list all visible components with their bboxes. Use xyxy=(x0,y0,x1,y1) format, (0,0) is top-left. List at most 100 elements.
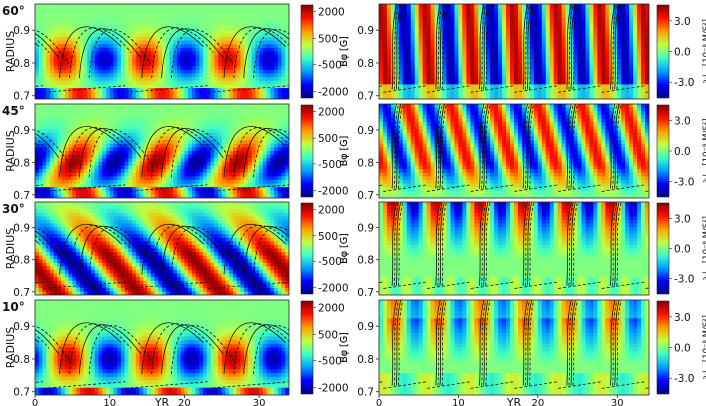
left-panel-4-colorbar-tick-label: 2000 xyxy=(318,303,345,315)
left-panel-2-colorbar-tick-label: -500 xyxy=(318,159,342,171)
right-panel-3-colorbar-label: ∂ₜLᵩ [10⁻⁸ M/S²] xyxy=(702,216,706,281)
right-panel-1-frame xyxy=(378,3,650,100)
left-panel-4-contours xyxy=(35,322,289,389)
right-panel-4-xtick-label: 30 xyxy=(611,398,624,406)
left-panel-3: 0.9 0.8 0.7 RADIUS 30° 2000 500 -500 -2000 Bφ [G] xyxy=(2,201,350,299)
left-panel-1-colorbar: 2000 500 -500 -2000 Bφ [G] xyxy=(300,4,350,99)
left-panel-4-colorbar-bar xyxy=(300,300,314,395)
left-panel-1-colorbar-label: Bφ [G] xyxy=(339,36,350,67)
left-panel-1-latitude-label: 60° xyxy=(2,4,25,18)
right-panel-4-xtick-label: 0 xyxy=(376,398,382,406)
right-panel-1-colorbar-label: ∂ₜLᵩ [10⁻⁸ M/S²] xyxy=(702,19,706,84)
left-panel-2-colorbar-tick-label: 500 xyxy=(318,133,338,145)
right-panel-2: 0.9 0.8 0.7 Bφ [G] 3.0 0.0 -3.0 ∂ₜLᵩ [10⁻⁸ M/S²… xyxy=(339,103,706,202)
right-panel-3-colorbar-tick-label: -3.0 xyxy=(674,274,695,286)
left-panel-1-frame xyxy=(34,3,290,100)
right-panel-3-ytick-label: 0.8 xyxy=(357,255,374,267)
left-panel-2-ytick-label: 0.8 xyxy=(13,157,30,169)
left-panel-3-colorbar-tick-label: -2000 xyxy=(318,283,349,295)
left-panel-1-colorbar-bar xyxy=(300,4,314,99)
right-panel-3-colorbar-tick-label: 0.0 xyxy=(674,244,691,256)
left-panel-2-plot-area xyxy=(35,104,289,198)
right-panel-2-colorbar-label: ∂ₜLᵩ [10⁻⁸ M/S²] xyxy=(702,119,706,184)
left-panel-4-xtick-label: 10 xyxy=(103,398,116,406)
left-panel-4-xtick-label: 30 xyxy=(253,398,266,406)
left-panel-3-colorbar-label: Bφ [G] xyxy=(339,233,350,264)
left-panel-2-colorbar: 2000 500 -500 -2000 Bφ [G] xyxy=(300,104,350,198)
left-panel-4-ylabel: RADIUS xyxy=(4,327,17,368)
right-panel-2-contours xyxy=(379,104,649,192)
right-panel-4-colorbar-tick-label: 0.0 xyxy=(674,343,691,355)
left-panel-3-plot-area xyxy=(35,202,289,295)
left-panel-3-colorbar-tick-label: -500 xyxy=(318,256,342,268)
left-panel-4-xtick-label: 20 xyxy=(178,398,191,406)
right-panel-3-frame xyxy=(378,201,650,296)
right-panel-1-colorbar-tick-label: 0.0 xyxy=(674,47,691,59)
right-panel-3-plot-area xyxy=(379,202,649,295)
left-panel-4-frame xyxy=(34,299,290,396)
left-panel-4: 0.9 0.8 0.7 RADIUS 10° 0 10 20 30 YR 2000 500 -500 -2… xyxy=(2,299,350,406)
right-panel-4-colorbar-label: ∂ₜLᵩ [10⁻⁸ M/S²] xyxy=(702,315,706,380)
left-panel-3-ytick-label: 0.7 xyxy=(13,287,30,299)
right-panel-2-colorbar-tick-label: 0.0 xyxy=(674,146,691,158)
left-panel-1-colorbar-tick-label: -2000 xyxy=(318,86,349,98)
left-panel-4-ytick-label: 0.8 xyxy=(13,354,30,366)
left-panel-1-ytick-label: 0.8 xyxy=(13,58,30,70)
right-panel-1-ytick-label: 0.8 xyxy=(357,58,374,70)
left-panel-1-colorbar-tick-label: -500 xyxy=(318,60,342,72)
left-panel-4-colorbar-tick-label: -500 xyxy=(318,356,342,368)
right-panel-2-colorbar-tick-label: 3.0 xyxy=(674,116,691,128)
left-panel-3-colorbar-bar xyxy=(300,202,314,295)
left-panel-3-latitude-label: 30° xyxy=(2,202,25,216)
right-panel-4-ytick-label: 0.8 xyxy=(357,354,374,366)
right-panel-2-colorbar: 3.0 0.0 -3.0 ∂ₜLᵩ [10⁻⁸ M/S²] xyxy=(656,104,706,198)
right-panel-4-ytick-label: 0.9 xyxy=(357,321,374,333)
left-panel-3-colorbar-tick-label: 500 xyxy=(318,231,338,243)
right-panel-1-contours xyxy=(379,4,649,93)
left-panel-2-colorbar-tick-label: -2000 xyxy=(318,186,349,198)
right-panel-4-xlabel: YR xyxy=(506,396,522,406)
right-panel-4-xtick-label: 10 xyxy=(452,398,465,406)
right-panel-4-ylabel: Bφ [G] xyxy=(339,332,350,363)
left-panel-2: 0.9 0.8 0.7 RADIUS 45° 2000 500 -500 -2000 Bφ [G] xyxy=(2,103,350,202)
left-panel-3-contours xyxy=(35,223,289,289)
left-panel-2-contours xyxy=(35,126,289,192)
left-panel-3-ytick-label: 0.8 xyxy=(13,255,30,267)
left-panel-1-colorbar-tick-label: 2000 xyxy=(318,7,345,19)
left-panel-1-colorbar-tick-label: 500 xyxy=(318,33,338,45)
right-panel-2-ytick-label: 0.8 xyxy=(357,157,374,169)
left-panel-3-colorbar-tick-label: 2000 xyxy=(318,204,345,216)
right-panel-4-plot-area xyxy=(379,300,649,395)
left-panel-1-ytick-label: 0.9 xyxy=(13,25,30,37)
right-panel-1-colorbar-tick-label: -3.0 xyxy=(674,77,695,89)
right-panel-4-colorbar-tick-label: -3.0 xyxy=(674,373,695,385)
left-panel-1-plot-area xyxy=(35,4,289,99)
right-panel-3-ytick-label: 0.9 xyxy=(357,223,374,235)
left-panel-4-colorbar-tick-label: 500 xyxy=(318,329,338,341)
right-panel-4-xtick-label: 20 xyxy=(531,398,544,406)
left-panel-1-contours xyxy=(35,26,289,93)
right-panel-2-colorbar-bar xyxy=(656,104,670,198)
left-panel-2-colorbar-label: Bφ [G] xyxy=(339,136,350,167)
right-panel-4-contours xyxy=(379,300,649,389)
right-panel-3: 0.9 0.8 0.7 Bφ [G] 3.0 0.0 -3.0 ∂ₜLᵩ [10⁻⁸ M/S²… xyxy=(339,201,706,299)
left-panel-1: 0.9 0.8 0.7 RADIUS 60° 2000 500 -500 -2000 Bφ [G] xyxy=(2,3,350,103)
right-panel-3-ytick-label: 0.7 xyxy=(357,287,374,299)
left-panel-1-ytick-label: 0.7 xyxy=(13,91,30,103)
left-panel-4-xlabel: YR xyxy=(154,396,170,406)
right-panel-4-colorbar-tick-label: 3.0 xyxy=(674,312,691,324)
right-panel-2-plot-area xyxy=(379,104,649,198)
left-panel-3-colorbar: 2000 500 -500 -2000 Bφ [G] xyxy=(300,202,350,295)
left-panel-4-plot-area xyxy=(35,300,289,395)
right-panel-3-colorbar-bar xyxy=(656,202,670,295)
right-panel-4: 0.9 0.8 0.7 Bφ [G] 0 10 20 30 YR 3.0 0.0 -3.0 ∂ₜLᵩ [… xyxy=(339,299,706,406)
right-panel-1-ylabel: Bφ [G] xyxy=(339,36,350,67)
right-panel-3-colorbar: 3.0 0.0 -3.0 ∂ₜLᵩ [10⁻⁸ M/S²] xyxy=(656,202,706,295)
right-panel-3-contours xyxy=(379,202,649,289)
right-panel-4-heatmap xyxy=(379,300,649,395)
left-panel-4-xtick-label: 0 xyxy=(32,398,38,406)
right-panel-2-ytick-label: 0.9 xyxy=(357,125,374,137)
right-panel-2-heatmap xyxy=(379,104,649,198)
right-panel-3-ylabel: Bφ [G] xyxy=(339,233,350,264)
